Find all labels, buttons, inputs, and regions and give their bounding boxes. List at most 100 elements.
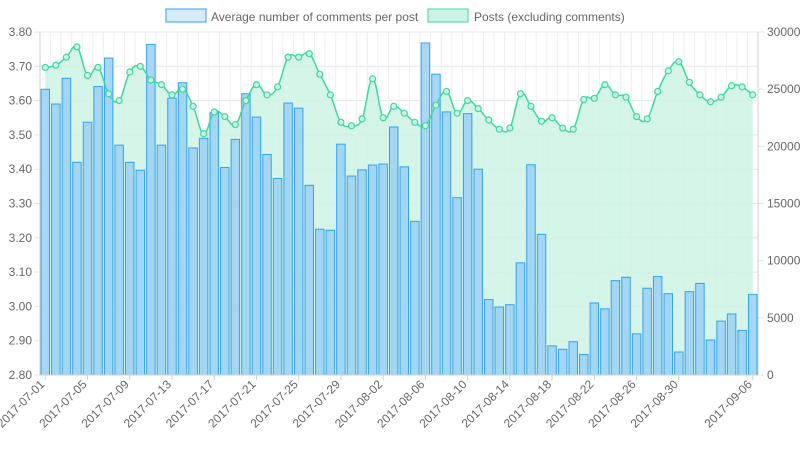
- comments-bar[interactable]: [536, 233, 547, 376]
- comments-bar[interactable]: [631, 333, 642, 376]
- posts-point[interactable]: [485, 116, 493, 124]
- comments-bar[interactable]: [642, 287, 652, 376]
- comments-bar[interactable]: [684, 291, 695, 376]
- posts-point[interactable]: [506, 124, 514, 132]
- comments-bar[interactable]: [663, 293, 673, 376]
- posts-point[interactable]: [632, 113, 641, 121]
- posts-point[interactable]: [210, 108, 218, 116]
- comments-bar[interactable]: [103, 57, 114, 376]
- comments-bar[interactable]: [621, 276, 631, 376]
- comments-bar[interactable]: [135, 169, 146, 376]
- posts-point[interactable]: [178, 85, 187, 93]
- comments-bar[interactable]: [441, 111, 452, 376]
- posts-point[interactable]: [379, 114, 387, 122]
- posts-point[interactable]: [580, 95, 588, 104]
- posts-point[interactable]: [358, 115, 366, 123]
- posts-point[interactable]: [369, 75, 377, 83]
- posts-point[interactable]: [41, 63, 49, 72]
- posts-point[interactable]: [611, 91, 620, 99]
- comments-bar[interactable]: [93, 86, 103, 376]
- posts-point[interactable]: [305, 50, 313, 58]
- comments-bar[interactable]: [473, 168, 483, 376]
- comments-bar[interactable]: [188, 147, 198, 376]
- posts-point[interactable]: [273, 83, 282, 91]
- comments-bar[interactable]: [336, 143, 346, 376]
- posts-point[interactable]: [83, 71, 92, 80]
- comments-bar[interactable]: [600, 308, 610, 376]
- posts-point[interactable]: [105, 90, 113, 98]
- posts-point[interactable]: [136, 62, 144, 70]
- posts-point[interactable]: [242, 96, 250, 105]
- comments-bar[interactable]: [146, 43, 156, 376]
- comments-bar[interactable]: [251, 116, 262, 376]
- comments-bar[interactable]: [346, 175, 357, 376]
- posts-point[interactable]: [495, 125, 503, 133]
- comments-bar[interactable]: [262, 153, 272, 376]
- posts-point[interactable]: [231, 121, 239, 129]
- comments-bar[interactable]: [484, 299, 494, 376]
- comments-bar[interactable]: [420, 42, 431, 376]
- posts-point[interactable]: [400, 109, 408, 117]
- posts-point[interactable]: [200, 130, 208, 138]
- posts-point[interactable]: [474, 105, 482, 113]
- posts-point[interactable]: [411, 118, 419, 126]
- posts-point[interactable]: [94, 63, 102, 72]
- comments-bar[interactable]: [198, 137, 209, 376]
- comments-bar[interactable]: [747, 293, 758, 376]
- posts-point[interactable]: [738, 83, 746, 91]
- posts-point[interactable]: [263, 91, 271, 99]
- comments-bar[interactable]: [114, 144, 124, 376]
- posts-point[interactable]: [717, 93, 725, 101]
- comments-bar[interactable]: [209, 112, 219, 376]
- posts-point[interactable]: [337, 118, 345, 126]
- comments-bar[interactable]: [220, 166, 230, 376]
- comments-bar[interactable]: [557, 348, 568, 376]
- comments-bar[interactable]: [737, 329, 747, 376]
- posts-point[interactable]: [295, 53, 303, 61]
- comments-bar[interactable]: [378, 163, 388, 376]
- comments-bar[interactable]: [357, 169, 367, 376]
- comments-bar[interactable]: [325, 229, 336, 376]
- comments-bar[interactable]: [695, 282, 705, 376]
- posts-point[interactable]: [284, 53, 292, 61]
- posts-point[interactable]: [73, 43, 81, 51]
- posts-point[interactable]: [685, 78, 693, 86]
- posts-point[interactable]: [221, 113, 229, 121]
- posts-point[interactable]: [643, 115, 651, 123]
- posts-point[interactable]: [696, 91, 704, 99]
- posts-point[interactable]: [622, 93, 630, 101]
- comments-bar[interactable]: [589, 302, 600, 376]
- comments-bar[interactable]: [431, 73, 441, 376]
- posts-point[interactable]: [126, 68, 134, 76]
- posts-point[interactable]: [326, 91, 334, 99]
- comments-bar[interactable]: [494, 306, 505, 376]
- posts-point[interactable]: [52, 61, 60, 69]
- posts-point[interactable]: [537, 117, 546, 125]
- comments-bar[interactable]: [293, 107, 304, 376]
- posts-point[interactable]: [390, 102, 398, 110]
- posts-point[interactable]: [168, 91, 176, 99]
- comments-bar[interactable]: [674, 351, 684, 376]
- posts-point[interactable]: [115, 96, 123, 105]
- posts-point[interactable]: [654, 87, 662, 96]
- posts-point[interactable]: [316, 70, 324, 78]
- comments-bar[interactable]: [167, 97, 177, 376]
- comments-bar[interactable]: [716, 320, 726, 376]
- posts-point[interactable]: [442, 87, 451, 96]
- comments-bar[interactable]: [230, 138, 241, 376]
- posts-point[interactable]: [189, 102, 197, 110]
- comments-bar[interactable]: [610, 280, 621, 376]
- posts-point[interactable]: [147, 76, 155, 84]
- comments-bar[interactable]: [726, 313, 737, 376]
- posts-point[interactable]: [728, 82, 736, 90]
- comments-bar[interactable]: [452, 197, 462, 376]
- comments-bar[interactable]: [526, 164, 536, 376]
- comments-bar[interactable]: [40, 88, 51, 376]
- comments-bar[interactable]: [272, 177, 283, 376]
- comments-bar[interactable]: [652, 276, 663, 376]
- comments-bar[interactable]: [241, 93, 251, 376]
- comments-bar[interactable]: [515, 262, 526, 376]
- posts-point[interactable]: [559, 124, 567, 132]
- comments-bar[interactable]: [72, 161, 82, 376]
- comments-bar[interactable]: [61, 77, 72, 376]
